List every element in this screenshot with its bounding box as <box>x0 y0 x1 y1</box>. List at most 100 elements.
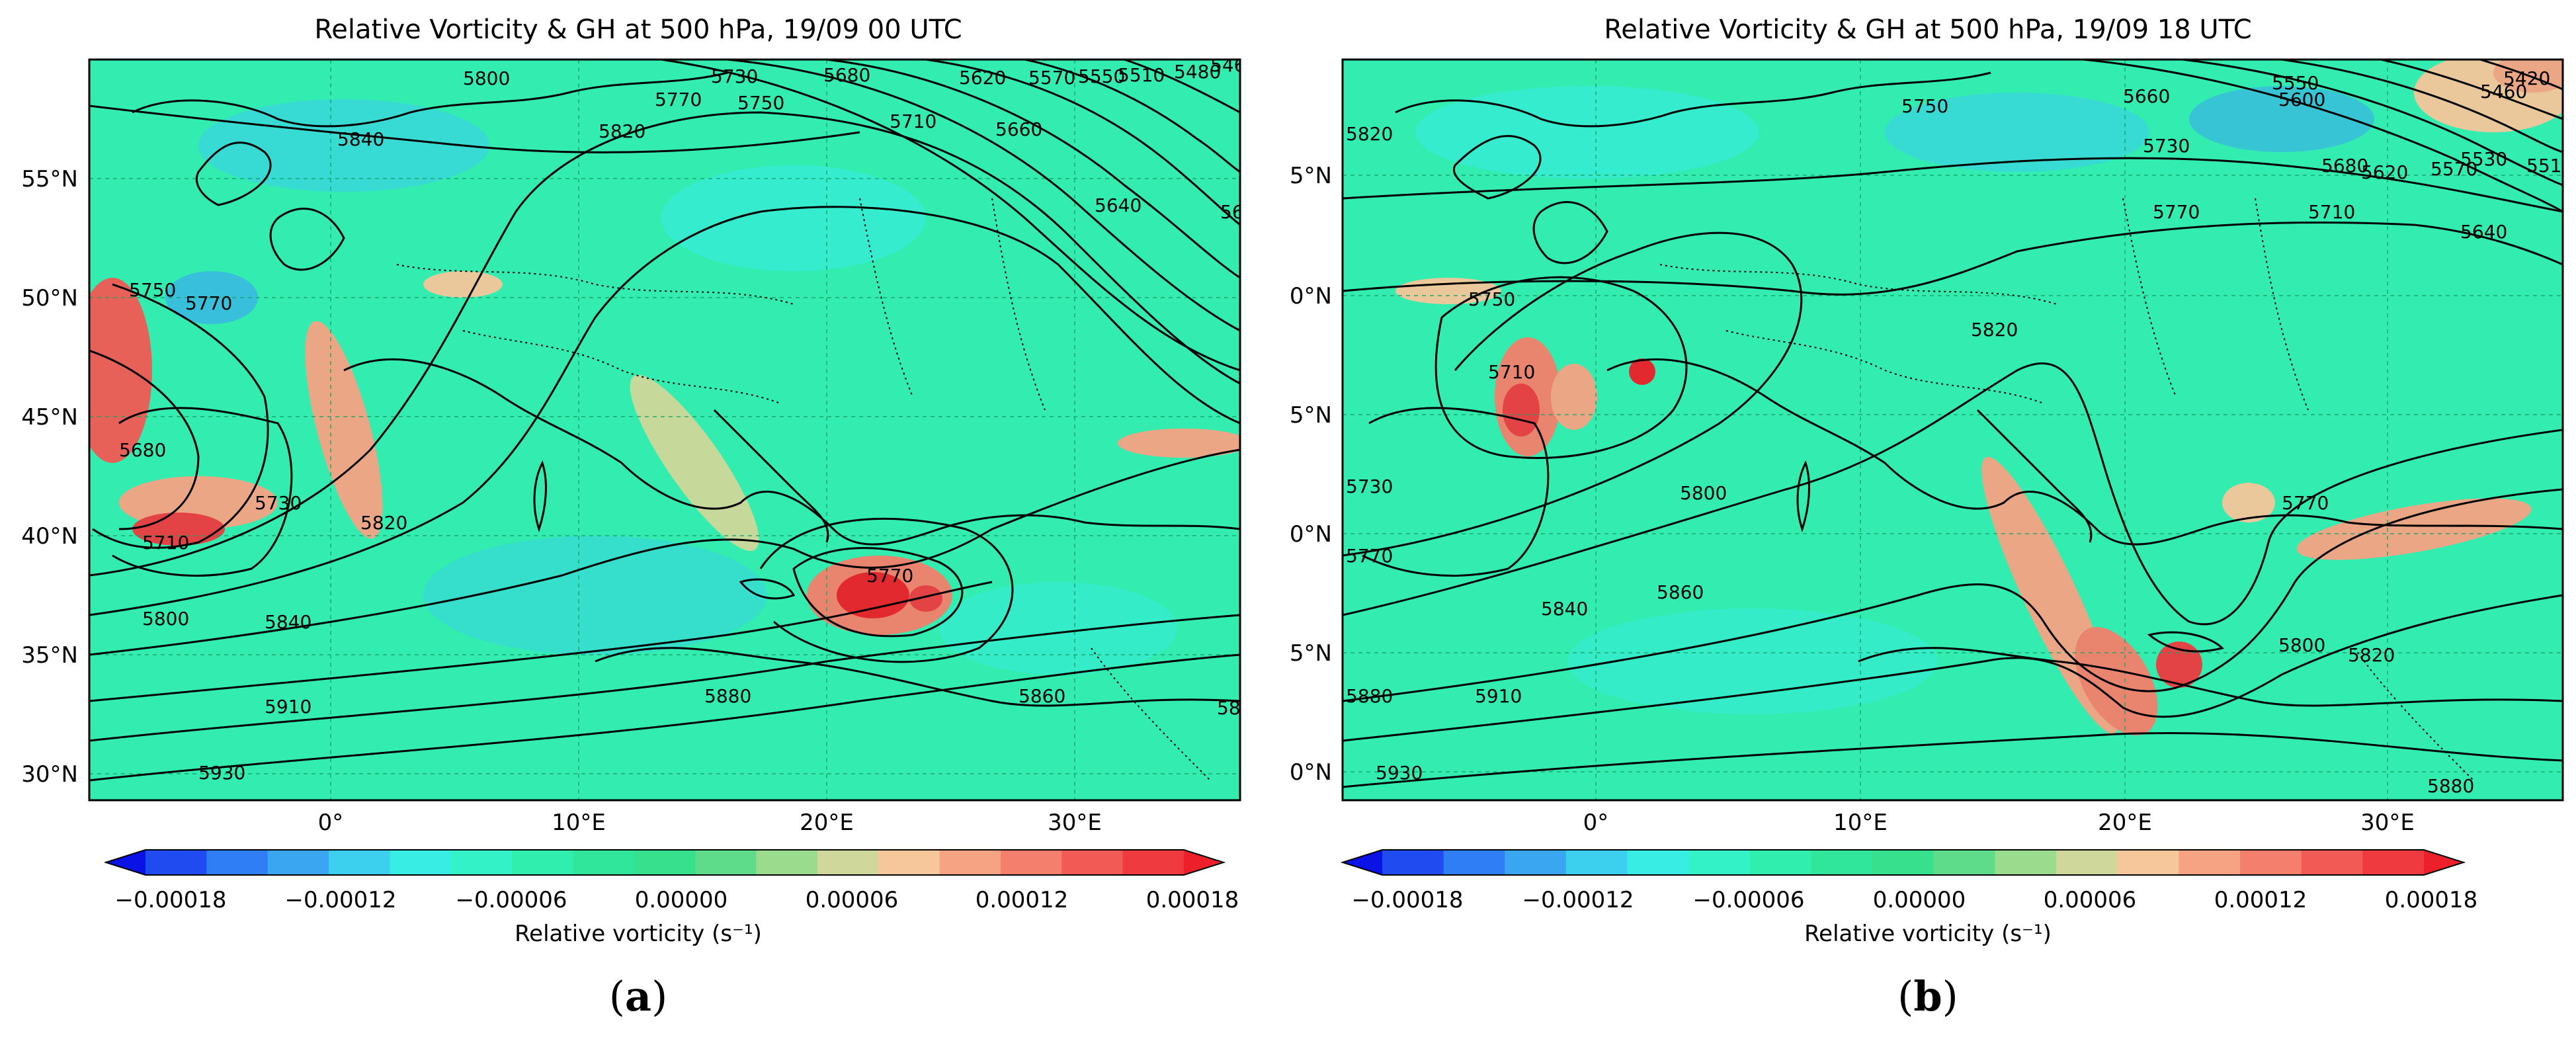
lat-label: 55°N <box>21 166 78 192</box>
colorbar-label: Relative vorticity (s⁻¹) <box>515 921 762 947</box>
colorbar-cell <box>390 850 452 875</box>
colorbar-tick-label: −0.00018 <box>114 887 226 913</box>
lat-label: 35°N <box>21 642 78 669</box>
coastlines <box>1362 71 2563 707</box>
colorbar-cell <box>1811 850 1873 875</box>
lat-label: 40°N <box>1290 521 1332 548</box>
contour-label: 5840 <box>1541 598 1588 620</box>
contour-label: 5910 <box>265 696 312 718</box>
contour-label: 5710 <box>142 532 189 554</box>
map-figure: 5820 5750 5660 5550 5460 5420 5600 5730 … <box>1290 58 2564 913</box>
lon-label: 0° <box>1583 809 1609 836</box>
colorbar-cell <box>695 850 757 875</box>
panel-caption: (b) <box>1897 972 1958 1020</box>
colorbar-cell <box>1872 850 1934 875</box>
lon-label: 30°E <box>2360 809 2415 836</box>
contour-label: 5730 <box>711 65 758 87</box>
contour-label: 5680 <box>2321 155 2368 177</box>
colorbar-cell <box>512 850 573 875</box>
lon-labels: 0° 10°E 20°E 30°E <box>1583 809 2415 836</box>
colorbar-outline <box>1340 849 2466 876</box>
contour-label: 5600 <box>2278 89 2325 110</box>
border-lines <box>396 198 1211 781</box>
vorticity-patches <box>1395 60 2563 735</box>
colorbar-cell <box>756 850 818 875</box>
contour-label: 5770 <box>2282 492 2329 514</box>
lat-label: 45°N <box>1290 402 1332 429</box>
colorbar-cell <box>817 850 879 875</box>
colorbar-cell <box>1061 850 1124 875</box>
contour-label: 5530 <box>2460 148 2507 170</box>
contour-label: 5710 <box>2308 201 2355 223</box>
lon-label: 20°E <box>2098 809 2152 836</box>
contour-label: 5710 <box>1488 361 1535 383</box>
contour-label: 5750 <box>1468 288 1515 310</box>
contour-label: 5770 <box>866 565 913 587</box>
colorbar-label: Relative vorticity (s⁻¹) <box>1804 921 2052 947</box>
contour-label: 5600 <box>1220 201 1267 223</box>
contour-label: 5770 <box>185 292 232 314</box>
contour-label: 5800 <box>1680 482 1727 504</box>
colorbar-tick-label: −0.00006 <box>1692 887 1804 913</box>
lon-label: 0° <box>318 809 344 836</box>
contour-label: 5880 <box>704 685 751 707</box>
panel-title: Relative Vorticity & GH at 500 hPa, 19/0… <box>1604 15 2252 45</box>
lon-label: 30°E <box>1048 809 1102 836</box>
colorbar-cell <box>206 850 269 875</box>
colorbar-tick-label: −0.00012 <box>284 887 396 913</box>
contour-label: 5460 <box>2480 81 2527 103</box>
contour-label: 5770 <box>1346 545 1393 567</box>
lat-label: 30°N <box>21 761 78 788</box>
lon-label: 20°E <box>800 809 854 836</box>
contour-label: 5930 <box>1376 762 1423 784</box>
contour-label: 5620 <box>2361 161 2408 183</box>
border-lines <box>1659 198 2474 781</box>
gh-contours <box>1343 60 2563 788</box>
colorbar-cell <box>1688 850 1751 875</box>
contour-label: 5800 <box>142 608 189 630</box>
panel-caption: (a) <box>608 972 668 1020</box>
contour-label: 5820 <box>360 512 407 534</box>
lon-labels: 0° 10°E 20°E 30°E <box>318 809 1102 836</box>
contour-label: 5770 <box>655 89 702 110</box>
contour-label: 5910 <box>1475 685 1522 707</box>
colorbar-outline <box>103 849 1226 876</box>
lat-labels: 55°N 50°N 45°N 40°N 35°N 30°N <box>1290 163 1332 786</box>
colorbar-tick-label: 0.00018 <box>2385 887 2478 913</box>
contour-label: 5460 <box>1210 54 1257 76</box>
lat-label: 30°N <box>1290 759 1332 786</box>
colorbar-cell <box>1505 850 1567 875</box>
contour-label: 58 <box>1217 697 1241 719</box>
colorbar-cell <box>1382 850 1444 875</box>
colorbar-tick-label: −0.00006 <box>455 887 567 913</box>
contour-label: 5620 <box>959 67 1006 89</box>
map-panel-a: Relative Vorticity & GH at 500 hPa, 19/0… <box>0 0 1276 1037</box>
colorbar-cell <box>1565 850 1628 875</box>
contour-label: 5800 <box>463 67 510 89</box>
colorbar-tick-label: −0.00018 <box>1351 887 1463 913</box>
gh-contours <box>89 60 1240 782</box>
contour-label: 5840 <box>337 128 384 150</box>
map-panel-b: Relative Vorticity & GH at 500 hPa, 19/0… <box>1290 0 2566 1037</box>
colorbar-ticks: −0.00018 −0.00012 −0.00006 0.00000 0.000… <box>1351 887 2477 913</box>
colorbar-tick-label: −0.00012 <box>1522 887 1634 913</box>
lat-label: 55°N <box>1290 163 1332 189</box>
contour-label: 5710 <box>890 110 936 132</box>
vorticity-patches <box>89 99 1240 675</box>
colorbar-cell <box>2362 850 2425 875</box>
lat-label: 40°N <box>21 523 78 550</box>
contour-label: 5880 <box>1346 685 1393 707</box>
contour-label: 5880 <box>2427 775 2474 797</box>
contour-label: 5800 <box>2278 634 2325 656</box>
colorbar-cell <box>1000 850 1062 875</box>
contour-label: 5820 <box>1346 123 1393 145</box>
contour-label: 5820 <box>2348 644 2395 666</box>
colorbar-cell <box>329 850 390 875</box>
contour-label: 5730 <box>1346 476 1393 497</box>
contour-label: 5550 <box>2272 72 2319 94</box>
colorbar <box>103 849 1226 876</box>
contour-label: 5820 <box>599 120 645 142</box>
contour-label: 5820 <box>1971 319 2018 341</box>
colorbar-extend-max <box>1184 850 1224 875</box>
lat-label: 45°N <box>21 404 78 431</box>
